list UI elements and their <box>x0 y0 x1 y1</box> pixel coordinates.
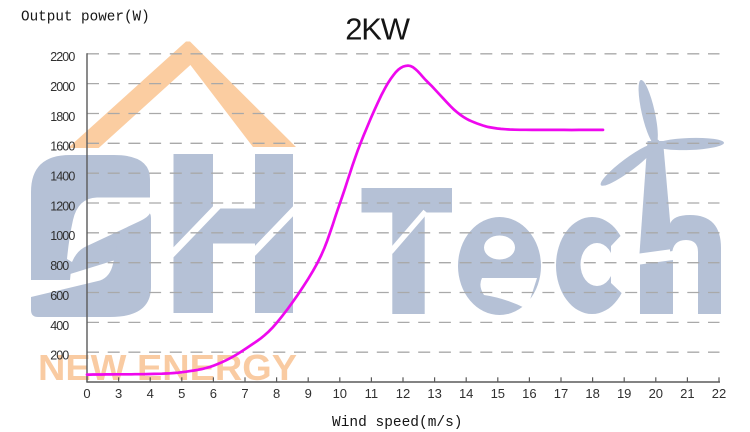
svg-text:2KW: 2KW <box>345 12 411 47</box>
svg-text:7: 7 <box>241 386 248 401</box>
svg-text:9: 9 <box>305 386 312 401</box>
svg-text:0: 0 <box>83 386 90 401</box>
svg-text:17: 17 <box>554 386 568 401</box>
svg-text:16: 16 <box>522 386 536 401</box>
svg-text:22: 22 <box>712 386 726 401</box>
svg-text:2200: 2200 <box>50 50 75 64</box>
svg-text:1600: 1600 <box>50 140 75 154</box>
svg-text:1000: 1000 <box>50 229 75 243</box>
svg-text:8: 8 <box>273 386 280 401</box>
svg-text:6: 6 <box>210 386 217 401</box>
svg-text:14: 14 <box>459 386 473 401</box>
svg-text:5: 5 <box>178 386 185 401</box>
svg-text:19: 19 <box>617 386 631 401</box>
svg-text:Wind speed(m/s): Wind speed(m/s) <box>332 415 463 431</box>
svg-text:10: 10 <box>333 386 347 401</box>
svg-text:2000: 2000 <box>50 80 75 94</box>
svg-text:1200: 1200 <box>50 199 75 213</box>
svg-text:600: 600 <box>50 289 69 303</box>
svg-text:12: 12 <box>396 386 410 401</box>
svg-text:1800: 1800 <box>50 110 75 124</box>
svg-text:200: 200 <box>50 349 69 363</box>
svg-text:NEW ENERGY: NEW ENERGY <box>38 347 297 388</box>
svg-text:Output power(W): Output power(W) <box>21 10 150 26</box>
svg-text:3: 3 <box>115 386 122 401</box>
svg-text:21: 21 <box>680 386 694 401</box>
svg-text:11: 11 <box>365 386 379 401</box>
svg-text:800: 800 <box>50 259 69 273</box>
svg-text:4: 4 <box>147 386 154 401</box>
svg-text:13: 13 <box>427 386 441 401</box>
svg-text:400: 400 <box>50 319 69 333</box>
svg-text:18: 18 <box>585 386 599 401</box>
svg-text:15: 15 <box>491 386 505 401</box>
svg-text:20: 20 <box>649 386 663 401</box>
svg-text:1400: 1400 <box>50 170 75 184</box>
